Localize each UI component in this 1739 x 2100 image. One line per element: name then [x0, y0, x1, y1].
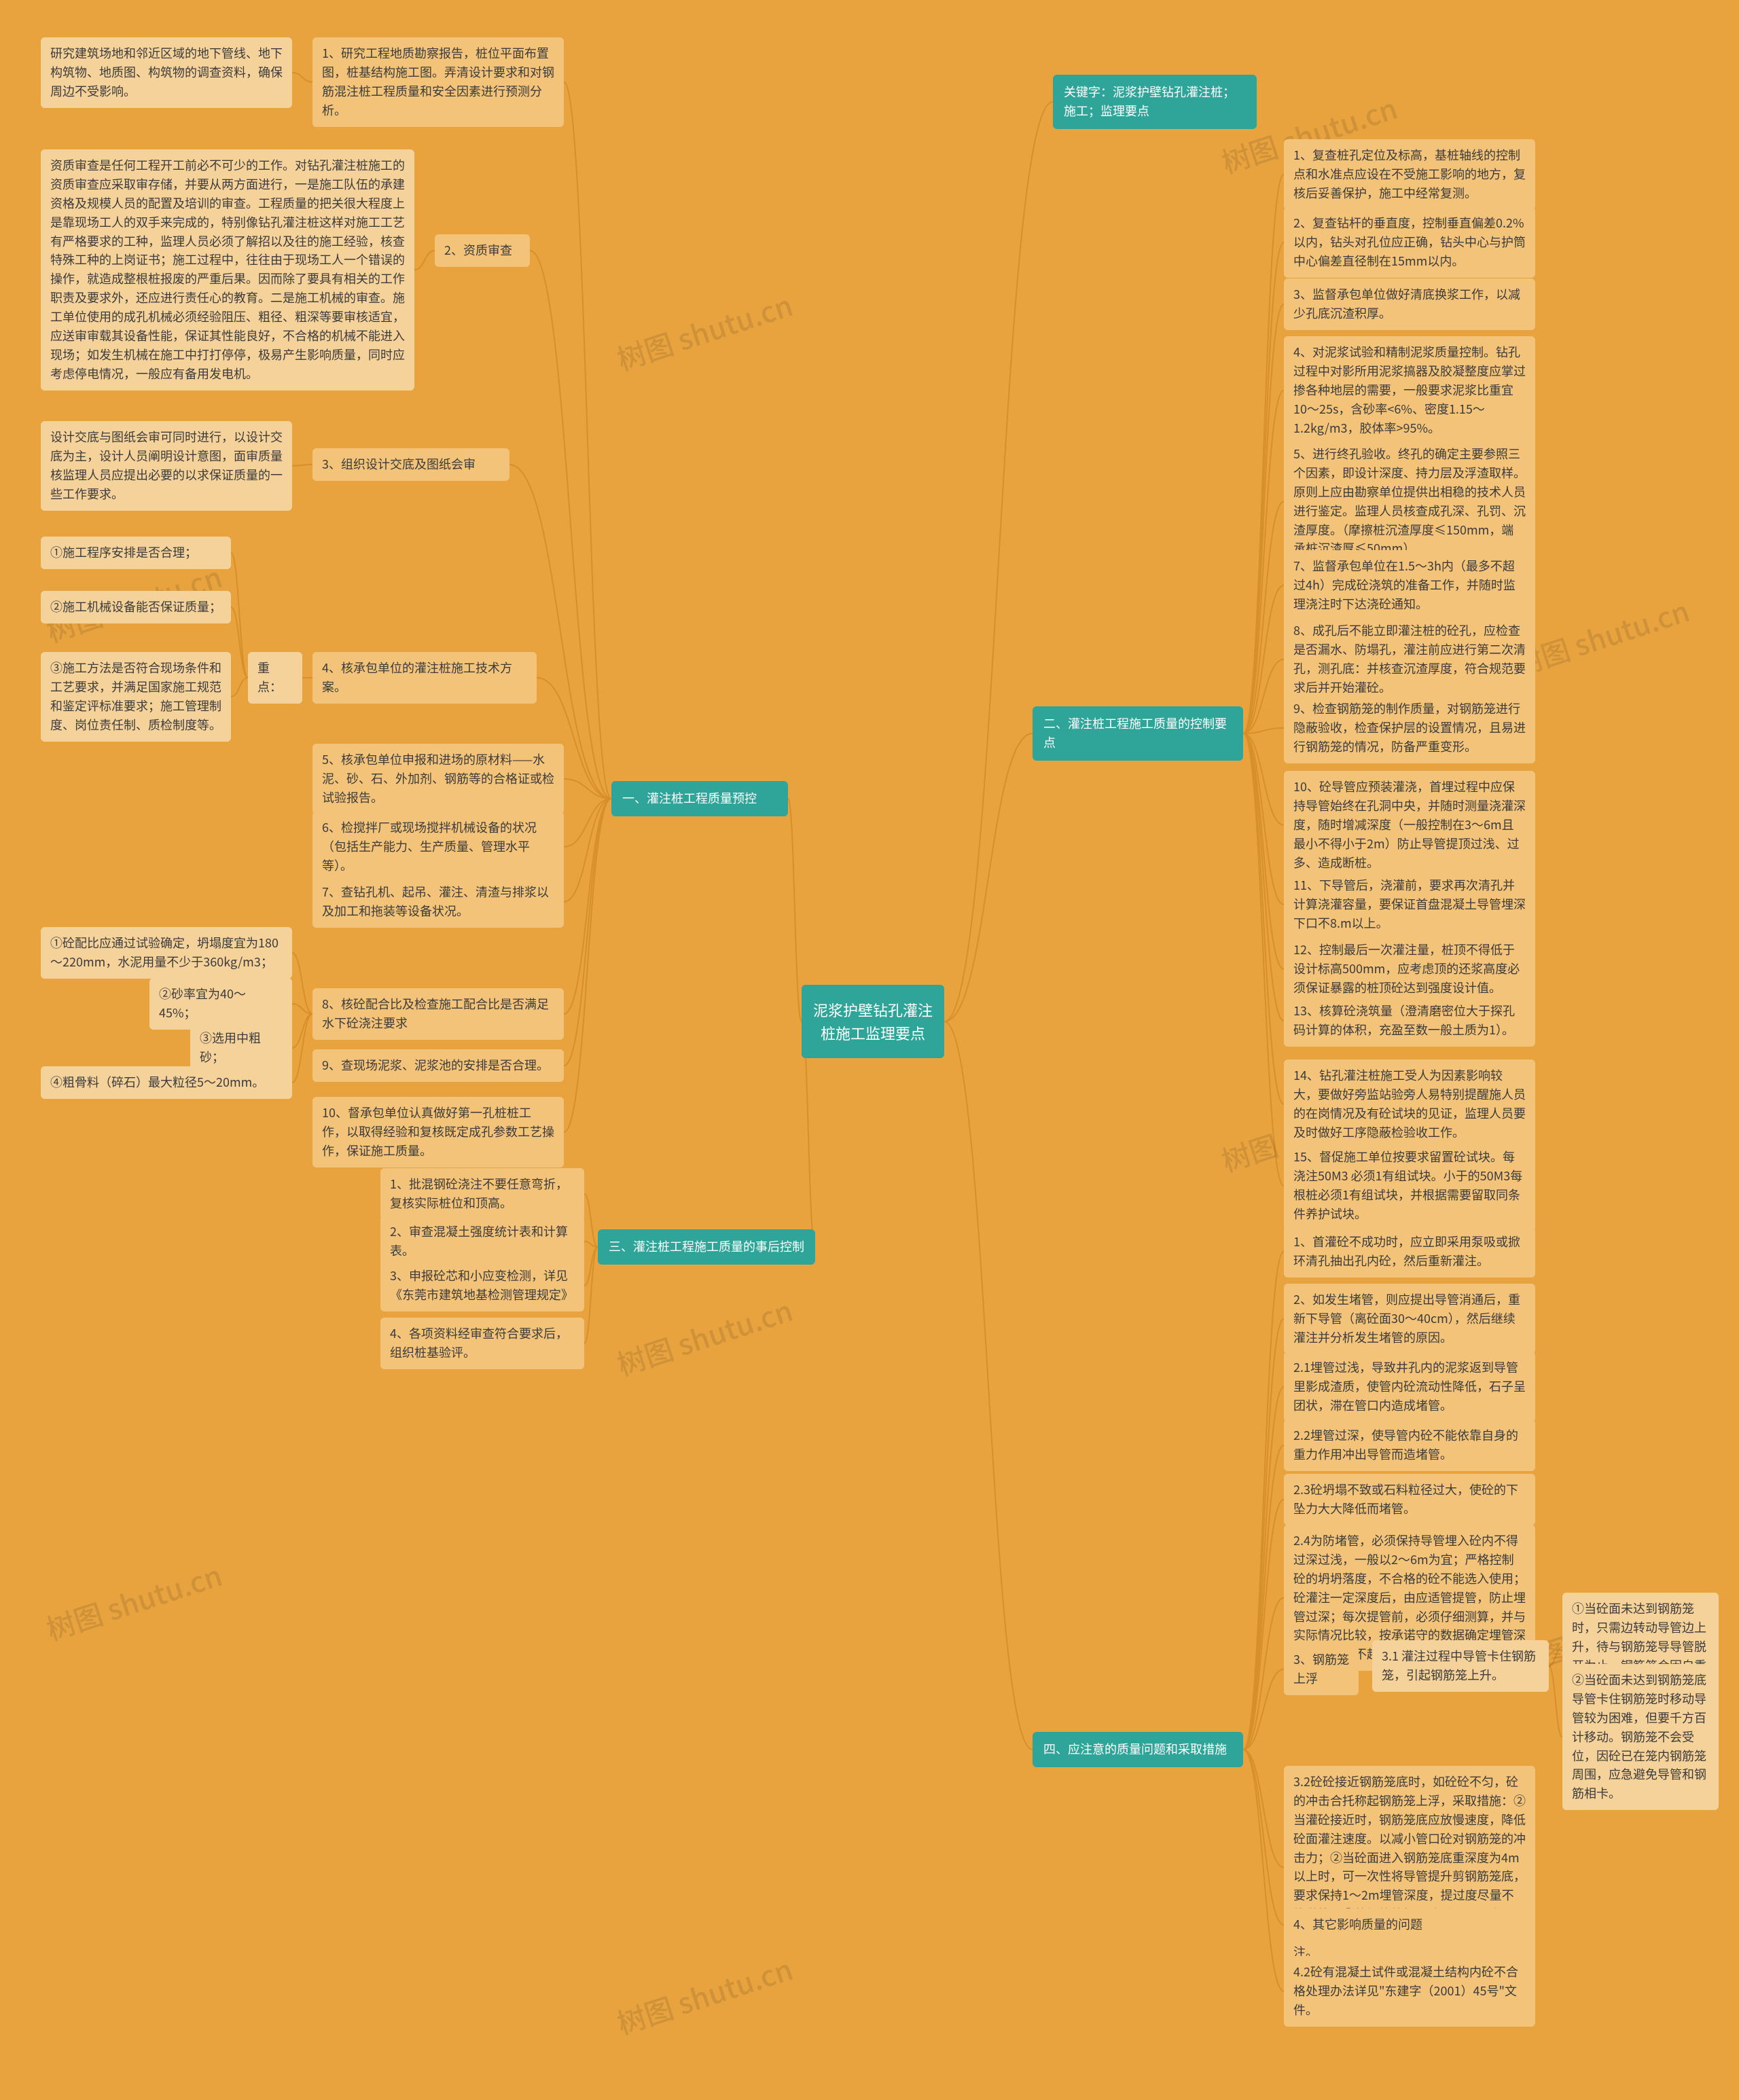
- watermark: 树图 shutu.cn: [611, 283, 797, 379]
- node-l8d: ④粗骨料（碎石）最大粒径5～20mm。: [41, 1066, 292, 1099]
- node-c12: 13、核算砼浇筑量（澄清磨密位大于探孔码计算的体积，充盈至数一般土质为1）。: [1284, 995, 1535, 1047]
- node-f3: 3、钢筋笼上浮: [1284, 1644, 1359, 1695]
- node-c1: 1、复查桩孔定位及标高，基桩轴线的控制点和水准点应设在不受施工影响的地方，复核后…: [1284, 139, 1535, 210]
- watermark: 树图 shutu.cn: [611, 1947, 797, 2043]
- node-l5: 5、核承包单位申报和进场的原材料——水泥、砂、石、外加剂、钢筋等的合格证或检试验…: [312, 744, 564, 814]
- watermark: 树图 shutu.cn: [611, 1288, 797, 1384]
- node-b4: 四、应注意的质量问题和采取措施: [1033, 1732, 1243, 1767]
- node-f2b: 2.2埋管过深，使导管内砼不能依靠自身的重力作用冲出导管而造堵管。: [1284, 1419, 1535, 1471]
- node-l7: 7、查钻孔机、起吊、灌注、清渣与排浆以及加工和拖装等设备状况。: [312, 876, 564, 928]
- node-c11: 12、控制最后一次灌注量，桩顶不得低于设计标高500mm，应考虑顶的还浆高度必须…: [1284, 934, 1535, 1004]
- node-f2: 2、如发生堵管，则应提出导管消通后，重新下导管（离砼面30～40cm），然后继续…: [1284, 1284, 1535, 1354]
- node-t3: 3、申报砼芯和小应变检测，详见《东莞市建筑地基检测管理规定》: [380, 1260, 584, 1311]
- watermark: 树图 shutu.cn: [41, 1553, 227, 1649]
- node-t1: 1、批混钢砼浇注不要任意弯折，复核实际桩位和顶高。: [380, 1168, 584, 1220]
- node-l4c: ③施工方法是否符合现场条件和工艺要求，并满足国家施工规范和鉴定评标准要求；施工管…: [41, 652, 231, 742]
- mindmap-canvas: 树图 shutu.cn 树图 shutu.cn 树图 shutu.cn 树图 shut…: [0, 0, 1739, 2100]
- node-f2c: 2.3砼坍塌不致或石料粒径过大，使砼的下坠力大大降低而堵管。: [1284, 1474, 1535, 1525]
- node-f3a: 3.1 灌注过程中导管卡住钢筋笼，引起钢筋笼上升。: [1372, 1640, 1549, 1692]
- node-l8a: ①砼配比应通过试验确定，坍塌度宜为180～220mm，水泥用量不少于360kg/…: [41, 927, 292, 979]
- node-c8: 9、检查钢筋笼的制作质量，对钢筋笼进行隐蔽验收，检查保护层的设置情况，且易进行钢…: [1284, 693, 1535, 763]
- node-c5: 5、进行终孔验收。终孔的确定主要参照三个因素，即设计深度、持力层及浮渣取样。原则…: [1284, 438, 1535, 565]
- node-t4: 4、各项资料经审查符合要求后，组织桩基验评。: [380, 1318, 584, 1369]
- node-f2a: 2.1埋管过浅，导致井孔内的泥浆返到导管里影成渣质，使管内砼流动性降低，石子呈团…: [1284, 1352, 1535, 1422]
- watermark: 树图 shutu.cn: [1508, 589, 1694, 685]
- node-l8: 8、核砼配合比及检查施工配合比是否满足水下砼浇注要求: [312, 988, 564, 1040]
- node-c14: 15、督促施工单位按要求留置砼试块。每浇注50M3 必须1有组试块。小于的50M…: [1284, 1141, 1535, 1231]
- node-l2a: 资质审查是任何工程开工前必不可少的工作。对钻孔灌注桩施工的资质审查应采取审存储，…: [41, 149, 414, 391]
- node-l4a: ①施工程序安排是否合理；: [41, 537, 231, 569]
- node-kw: 关键字：泥浆护壁钻孔灌注桩；施工；监理要点: [1053, 75, 1257, 129]
- node-c2: 2、复查钻杆的垂直度，控制垂直偏差0.2%以内，钻头对孔位应正确，钻头中心与护筒…: [1284, 207, 1535, 278]
- node-l3a: 设计交底与图纸会审可同时进行，以设计交底为主，设计人员阐明设计意图，面审质量核监…: [41, 421, 292, 511]
- node-l10: 10、督承包单位认真做好第一孔桩桩工作，以取得经验和复核既定成孔参数工艺操作，保…: [312, 1097, 564, 1167]
- node-l4r: 重点：: [248, 652, 302, 704]
- node-root: 泥浆护壁钻孔灌注桩施工监理要点: [802, 985, 944, 1058]
- node-l2: 2、资质审查: [435, 234, 530, 267]
- node-l6: 6、检搅拌厂或现场搅拌机械设备的状况（包括生产能力、生产质量、管理水平等）。: [312, 812, 564, 882]
- node-l4b: ②施工机械设备能否保证质量；: [41, 591, 231, 623]
- node-l4: 4、核承包单位的灌注桩施工技术方案。: [312, 652, 537, 704]
- node-l9: 9、查现场泥浆、泥浆池的安排是否合理。: [312, 1049, 564, 1082]
- node-f4a: 4.2砼有混凝土试件或混凝土结构内砼不合格处理办法详见"东建字（2001）45号…: [1284, 1956, 1535, 2027]
- node-c9: 10、砼导管应预装灌浇，首埋过程中应保持导管始终在孔洞中央，并随时测量浇灌深度，…: [1284, 771, 1535, 879]
- node-f3a2: ②当砼面未达到钢筋笼底导管卡住钢筋笼时移动导管较为困难，但要千方百计移动。钢筋笼…: [1562, 1664, 1719, 1810]
- node-l1a: 研究建筑场地和邻近区域的地下管线、地下构筑物、地质图、构筑物的调查资料，确保周边…: [41, 37, 292, 108]
- node-c3: 3、监督承包单位做好清底换浆工作，以减少孔底沉渣积厚。: [1284, 278, 1535, 330]
- node-b3: 三、灌注桩工程施工质量的事后控制: [598, 1229, 815, 1265]
- node-c13: 14、钻孔灌注桩施工受人为因素影响较大，要做好旁监站验旁人易特别提醒施人员的在岗…: [1284, 1060, 1535, 1149]
- node-c6: 7、监督承包单位在1.5～3h内（最多不超过4h）完成砼浇筑的准备工作，并随时监…: [1284, 550, 1535, 621]
- node-l1: 1、研究工程地质勘察报告，桩位平面布置图，桩基结构施工图。弄清设计要求和对钢筋混…: [312, 37, 564, 127]
- node-c10: 11、下导管后，浇灌前，要求再次清孔并计算浇灌容量，要保证首盘混凝土导管埋深下口…: [1284, 869, 1535, 940]
- node-b1: 一、灌注桩工程质量预控: [611, 781, 788, 816]
- node-b2: 二、灌注桩工程施工质量的控制要点: [1033, 706, 1243, 761]
- node-f1: 1、首灌砼不成功时，应立即采用泵吸或掀环清孔抽出孔内砼，然后重新灌注。: [1284, 1226, 1535, 1278]
- node-c7: 8、成孔后不能立即灌注桩的砼孔，应检查是否漏水、防塌孔，灌注前应进行第二次清孔，…: [1284, 615, 1535, 704]
- node-c4: 4、对泥浆试验和精制泥浆质量控制。钻孔过程中对影所用泥浆搞器及胶凝整度应掌过掺各…: [1284, 336, 1535, 444]
- node-f4: 4、其它影响质量的问题: [1284, 1908, 1535, 1941]
- node-l3: 3、组织设计交底及图纸会审: [312, 448, 509, 481]
